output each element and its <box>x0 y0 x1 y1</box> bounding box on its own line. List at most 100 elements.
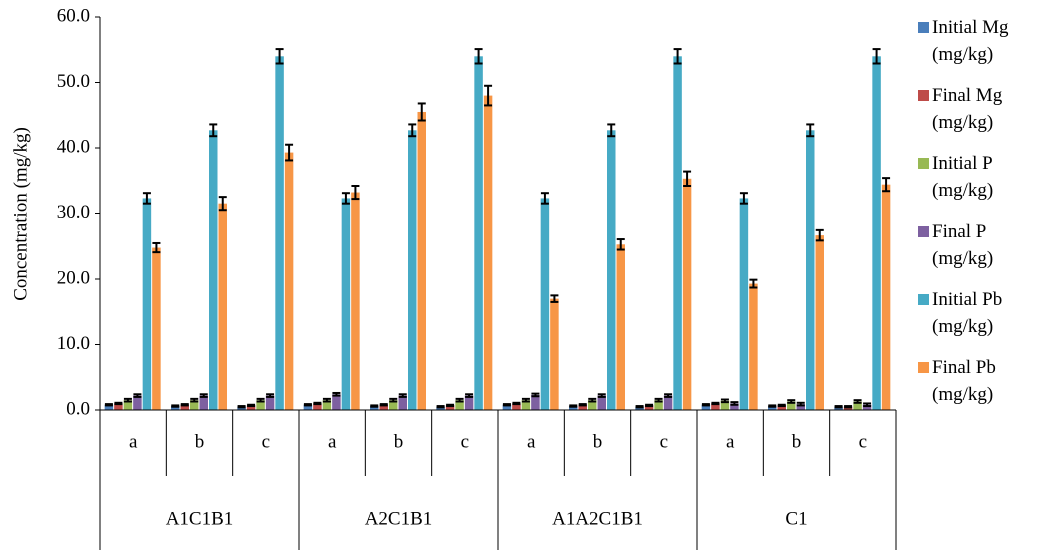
bar <box>256 400 265 410</box>
bar <box>389 400 398 410</box>
legend-swatch <box>918 22 929 33</box>
legend-label: Initial P (mg/kg) <box>932 153 994 201</box>
bar <box>455 400 464 410</box>
bar <box>370 406 379 410</box>
bar <box>654 400 663 410</box>
legend-item: Initial P (mg/kg) <box>918 150 1043 218</box>
bar <box>246 405 256 410</box>
bar <box>474 56 483 411</box>
x-tick-label: c <box>660 431 668 452</box>
legend-item: Initial Pb (mg/kg) <box>918 286 1043 354</box>
y-tick-label: 50.0 <box>57 71 90 92</box>
x-tick-label: c <box>461 431 469 452</box>
bar <box>445 405 455 410</box>
bar <box>464 395 474 410</box>
bar <box>303 404 313 410</box>
bar <box>171 406 180 410</box>
bar <box>862 404 872 410</box>
legend-label: Final P (mg/kg) <box>932 221 994 269</box>
bar <box>180 404 189 410</box>
legend-swatch <box>918 90 929 101</box>
bar <box>512 403 521 410</box>
y-tick-label: 40.0 <box>57 136 90 157</box>
legend-swatch <box>918 294 929 305</box>
bar <box>730 403 739 410</box>
bar <box>806 130 815 410</box>
legend-item: Final Mg (mg/kg) <box>918 82 1043 150</box>
bar <box>787 401 796 410</box>
legend-label: Initial Pb (mg/kg) <box>932 289 1003 337</box>
bar <box>853 401 862 410</box>
bar <box>417 111 426 410</box>
legend-swatch <box>918 226 929 237</box>
bar <box>777 405 786 410</box>
bar <box>578 404 587 410</box>
bar <box>190 400 199 410</box>
bar <box>597 395 606 410</box>
bar <box>351 192 360 410</box>
bar <box>521 400 531 410</box>
legend-item: Initial Mg (mg/kg) <box>918 14 1043 82</box>
legend-label: Initial Mg (mg/kg) <box>932 17 1009 65</box>
bar <box>550 298 559 410</box>
bar <box>284 152 294 410</box>
legend-item: Final P (mg/kg) <box>918 218 1043 286</box>
bar <box>275 56 284 411</box>
bar <box>569 406 578 410</box>
bar <box>265 395 275 410</box>
bar <box>341 198 351 410</box>
legend-swatch <box>918 158 929 169</box>
x-tick-label: c <box>859 431 867 452</box>
x-tick-label: a <box>129 431 138 452</box>
x-tick-label: c <box>262 431 270 452</box>
bar <box>663 395 673 410</box>
bar <box>720 400 730 410</box>
bar <box>607 130 616 410</box>
bar <box>872 56 881 411</box>
bar <box>644 405 654 410</box>
legend-swatch <box>918 362 929 373</box>
x-tick-label: b <box>195 431 205 452</box>
x-tick-label: b <box>593 431 603 452</box>
bar <box>701 404 711 410</box>
bar <box>711 403 720 410</box>
bar <box>408 130 417 410</box>
bar <box>796 404 805 410</box>
bar <box>749 283 758 410</box>
x-group-label: C1 <box>785 508 807 529</box>
bar <box>739 198 749 410</box>
bar <box>616 244 625 410</box>
bar <box>199 395 208 410</box>
bar <box>379 404 388 410</box>
legend-label: Final Pb (mg/kg) <box>932 357 996 405</box>
bar <box>313 403 322 410</box>
legend: Initial Mg (mg/kg) Final Mg (mg/kg) Initia… <box>918 14 1043 422</box>
y-tick-label: 30.0 <box>57 202 90 223</box>
x-tick-label: b <box>394 431 404 452</box>
bar <box>881 184 891 410</box>
y-tick-label: 60.0 <box>57 5 90 26</box>
bar <box>540 198 550 410</box>
bar <box>673 56 682 411</box>
bar <box>682 178 692 410</box>
x-group-label: A1A2C1B1 <box>552 508 643 529</box>
x-tick-label: b <box>792 431 802 452</box>
bar <box>588 400 597 410</box>
bar <box>322 400 332 410</box>
x-tick-label: a <box>328 431 337 452</box>
bar <box>152 247 161 410</box>
bar <box>332 394 341 410</box>
bar <box>398 395 407 410</box>
legend-label: Final Mg (mg/kg) <box>932 85 1003 133</box>
x-tick-label: a <box>527 431 536 452</box>
bar <box>209 130 218 410</box>
y-tick-label: 20.0 <box>57 267 90 288</box>
y-tick-label: 10.0 <box>57 333 90 354</box>
bar <box>142 198 152 410</box>
x-tick-label: a <box>726 431 735 452</box>
bar <box>502 404 512 410</box>
legend-item: Final Pb (mg/kg) <box>918 354 1043 422</box>
bar <box>133 395 142 410</box>
x-group-label: A2C1B1 <box>365 508 433 529</box>
